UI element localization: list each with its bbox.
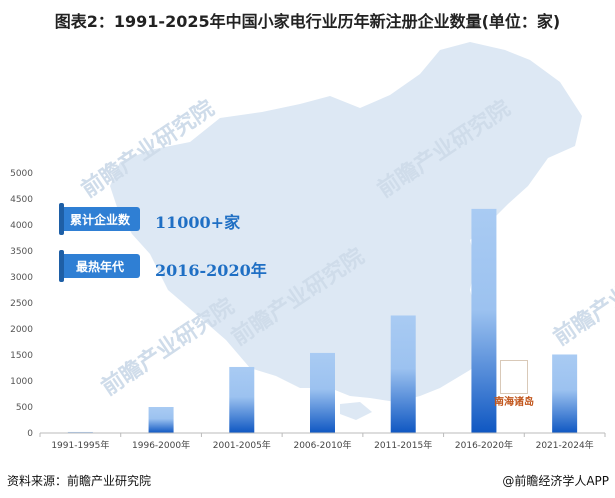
callout-total-value: 11000+家: [155, 213, 241, 232]
watermark-text: 前瞻产业研究院: [549, 243, 615, 351]
watermark-text: 前瞻产业研究院: [97, 293, 239, 401]
brand-credit-text: @前瞻经济学人APP: [502, 474, 609, 488]
y-tick-label: 3000: [10, 273, 33, 283]
callout-total-label: 累计企业数: [59, 203, 140, 235]
bar: [67, 431, 93, 433]
x-tick-label: 2021-2024年: [536, 439, 594, 451]
islands-inset-box: [500, 360, 528, 394]
callout-hottest-label: 最热年代: [59, 250, 140, 282]
y-tick-label: 5000: [10, 169, 33, 179]
x-tick-label: 2001-2005年: [213, 439, 271, 451]
y-tick-label: 3500: [10, 247, 33, 257]
y-tick-label: 4000: [10, 221, 33, 231]
x-tick-label: 1991-1995年: [51, 439, 109, 451]
y-tick-label: 2500: [10, 299, 33, 309]
islands-label: 南海诸岛: [494, 397, 534, 408]
brand-credit: @前瞻经济学人APP: [502, 472, 609, 489]
y-axis: 0 500 1000 1500 2000 2500 3000 3500 4000 4500 5000: [10, 169, 33, 439]
x-tick-label: 2006-2010年: [293, 439, 351, 451]
y-tick-label: 1500: [10, 351, 33, 361]
y-tick-label: 1000: [10, 377, 33, 387]
x-tick-label: 2016-2020年: [455, 439, 513, 451]
x-tick-label: 1996-2000年: [132, 439, 190, 451]
x-axis: 1991-1995年 1996-2000年 2001-2005年 2006-2010年…: [39, 433, 606, 451]
bars-group: [67, 208, 578, 433]
bar: [390, 315, 416, 433]
bar: [148, 407, 174, 433]
bar: [310, 352, 335, 433]
bar: [471, 208, 497, 433]
chart-title: 图表2：1991-2025年中国小家电行业历年新注册企业数量(单位：家): [54, 12, 561, 31]
china-map-silhouette: [110, 42, 582, 420]
callout-hottest-value: 2016-2020年: [155, 261, 267, 280]
source-note: 资料来源：前瞻产业研究院: [7, 474, 152, 488]
y-tick-label: 4500: [10, 195, 33, 205]
south-china-sea-islands-inset: 南海诸岛: [494, 360, 536, 408]
x-tick-label: 2011-2015年: [374, 439, 432, 451]
y-tick-label: 0: [27, 429, 33, 439]
y-tick-label: 2000: [10, 325, 33, 335]
bar: [229, 366, 255, 433]
bar: [552, 354, 578, 433]
y-tick-label: 500: [16, 403, 33, 413]
